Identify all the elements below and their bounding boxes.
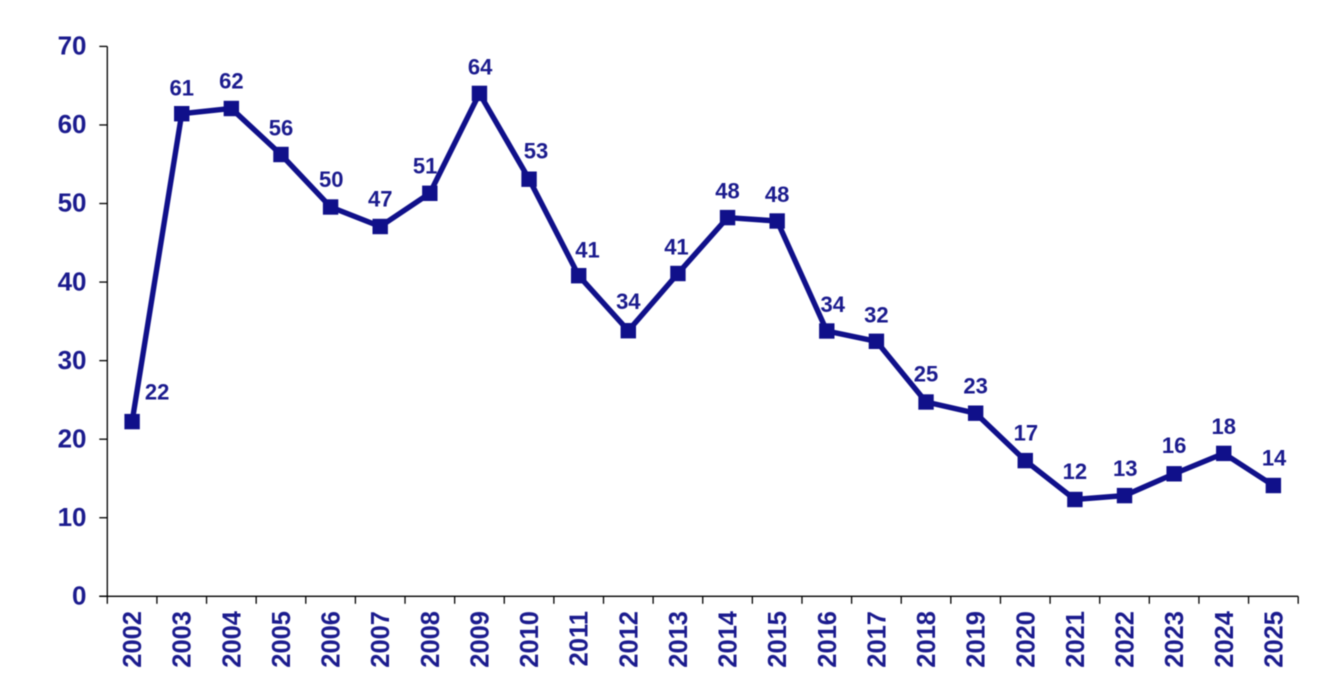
svg-text:14: 14: [1262, 446, 1287, 471]
svg-text:2012: 2012: [615, 611, 643, 668]
svg-text:2007: 2007: [367, 611, 395, 668]
svg-text:2019: 2019: [963, 611, 991, 668]
svg-text:56: 56: [269, 115, 293, 140]
svg-text:2002: 2002: [119, 611, 147, 668]
svg-text:64: 64: [468, 54, 493, 79]
svg-text:2022: 2022: [1112, 611, 1140, 668]
svg-text:2015: 2015: [764, 611, 792, 668]
svg-text:40: 40: [58, 266, 87, 296]
svg-text:70: 70: [58, 31, 87, 61]
svg-text:2010: 2010: [516, 611, 544, 668]
svg-text:2008: 2008: [417, 611, 445, 668]
svg-text:2005: 2005: [268, 611, 296, 668]
svg-text:41: 41: [664, 234, 688, 259]
svg-text:2021: 2021: [1062, 611, 1090, 668]
svg-text:10: 10: [58, 502, 87, 532]
svg-text:2018: 2018: [913, 611, 941, 668]
svg-text:34: 34: [616, 289, 641, 314]
svg-text:20: 20: [58, 423, 87, 453]
svg-text:2020: 2020: [1012, 611, 1040, 668]
svg-text:30: 30: [58, 345, 87, 375]
svg-text:47: 47: [368, 187, 392, 212]
svg-text:48: 48: [715, 179, 739, 204]
svg-text:2009: 2009: [466, 611, 494, 668]
svg-text:2025: 2025: [1260, 611, 1288, 668]
svg-text:12: 12: [1063, 459, 1087, 484]
svg-text:2011: 2011: [566, 611, 594, 666]
svg-text:2006: 2006: [318, 611, 346, 668]
svg-text:2004: 2004: [218, 610, 246, 668]
svg-text:13: 13: [1113, 456, 1137, 481]
svg-text:32: 32: [864, 303, 888, 328]
svg-text:50: 50: [319, 167, 343, 192]
svg-text:2023: 2023: [1161, 611, 1189, 668]
svg-text:2016: 2016: [814, 611, 842, 668]
svg-text:50: 50: [58, 188, 87, 218]
svg-text:34: 34: [821, 292, 846, 317]
svg-text:2014: 2014: [715, 610, 743, 668]
svg-text:22: 22: [145, 380, 169, 405]
svg-text:2024: 2024: [1211, 610, 1239, 668]
svg-text:48: 48: [765, 182, 789, 207]
svg-text:53: 53: [524, 139, 548, 164]
svg-text:2003: 2003: [169, 611, 197, 668]
svg-text:0: 0: [72, 581, 86, 611]
svg-text:62: 62: [219, 68, 243, 93]
svg-text:23: 23: [963, 374, 987, 399]
svg-text:17: 17: [1014, 421, 1038, 446]
svg-text:41: 41: [575, 238, 599, 263]
svg-text:60: 60: [58, 109, 87, 139]
svg-text:25: 25: [914, 361, 938, 386]
svg-text:16: 16: [1162, 433, 1186, 458]
svg-text:2017: 2017: [863, 611, 891, 668]
svg-text:2013: 2013: [665, 611, 693, 668]
svg-text:18: 18: [1212, 414, 1236, 439]
svg-text:61: 61: [169, 76, 193, 101]
svg-text:51: 51: [413, 154, 437, 179]
